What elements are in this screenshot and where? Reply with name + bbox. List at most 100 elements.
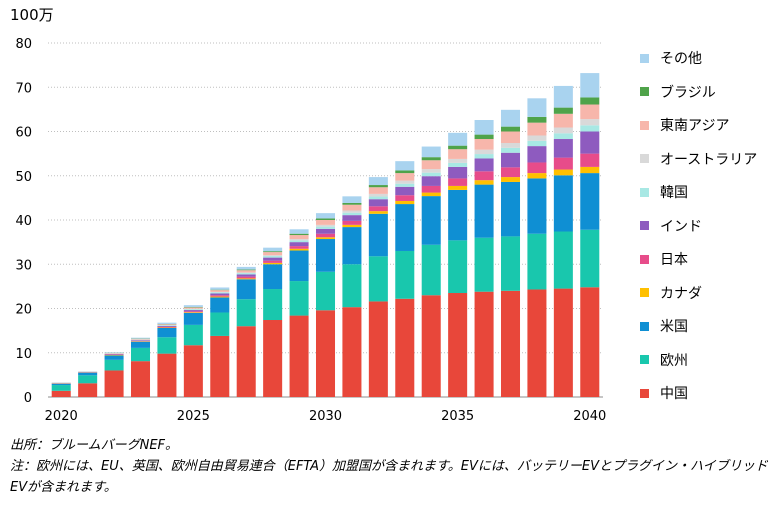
- bar-segment-6: [289, 242, 309, 247]
- bar-segment-6: [448, 166, 468, 179]
- bar-segment-5: [210, 295, 230, 297]
- bar-segment-4: [289, 248, 309, 251]
- bar-segment-9: [580, 104, 600, 120]
- bar-segment-1: [130, 361, 151, 397]
- bar-segment-7: [210, 292, 230, 294]
- legend-swatch: [640, 388, 649, 398]
- bar-segment-10: [315, 218, 336, 220]
- bar-segment-7: [289, 240, 309, 243]
- legend-swatch: [640, 120, 649, 130]
- bar-segment-8: [315, 224, 336, 227]
- bar-segment-6: [183, 310, 203, 312]
- bar-segment-11: [157, 322, 177, 324]
- y-tick-label: 10: [15, 347, 32, 362]
- bar-segment-9: [157, 324, 177, 326]
- bar-segment-2: [368, 256, 388, 302]
- bar-segment-10: [580, 97, 600, 105]
- legend-swatch: [640, 187, 649, 197]
- bar-segment-10: [236, 269, 256, 271]
- bar-segment-8: [395, 180, 415, 184]
- bar-segment-8: [342, 210, 362, 213]
- y-tick-label: 70: [15, 81, 32, 96]
- bar-segment-2: [78, 375, 98, 384]
- legend-label: 中国: [660, 386, 688, 402]
- bar-segment-8: [421, 169, 441, 173]
- bar-segment-9: [289, 235, 309, 240]
- bar-segment-9: [130, 338, 151, 340]
- bar-segment-4: [474, 180, 494, 185]
- bar-segment-5: [580, 153, 600, 167]
- bar-segment-11: [236, 266, 256, 270]
- bar-segment-8: [527, 135, 547, 141]
- bar-segment-10: [500, 126, 521, 132]
- bar-segment-10: [421, 157, 441, 161]
- bar-segment-5: [315, 233, 336, 238]
- x-tick-label: 2020: [45, 409, 78, 424]
- bar-segment-6: [553, 139, 573, 158]
- legend-label: 米国: [660, 319, 688, 335]
- y-tick-label: 40: [15, 214, 32, 229]
- bar-segment-5: [500, 167, 521, 178]
- bar-segment-7: [500, 147, 521, 153]
- legend-label: 日本: [660, 252, 688, 268]
- bar-segment-11: [500, 109, 521, 127]
- bar-segment-6: [395, 186, 415, 196]
- bar-segment-7: [580, 125, 600, 132]
- legend-swatch: [640, 288, 649, 297]
- bar-segment-2: [263, 289, 283, 321]
- legend-swatch: [640, 254, 649, 264]
- bar-segment-3: [580, 173, 600, 230]
- y-axis: 0 10 20 30 40 50 60 70 80: [15, 37, 32, 406]
- bar-segment-8: [368, 193, 388, 197]
- legend-label: 韓国: [660, 185, 688, 201]
- legend-label: 東南アジア: [660, 118, 730, 134]
- legend-label: ブラジル: [660, 84, 716, 101]
- bar-segment-6: [368, 199, 388, 207]
- bar-segment-8: [580, 119, 600, 126]
- legend-item: ブラジル: [640, 82, 716, 102]
- bar-segment-7: [421, 172, 441, 177]
- bar-segment-1: [421, 295, 441, 397]
- bar-segment-11: [580, 73, 600, 98]
- y-tick-label: 50: [15, 170, 32, 185]
- bar-segment-5: [157, 326, 177, 328]
- bar-segment-6: [236, 274, 256, 277]
- x-tick-label: 2025: [177, 409, 210, 424]
- bar-segment-7: [183, 309, 203, 311]
- x-tick-label: 2040: [573, 409, 606, 424]
- bar-segment-9: [395, 173, 415, 181]
- bar-segment-10: [448, 145, 468, 150]
- bar-segment-9: [315, 220, 336, 225]
- x-tick-label: 2030: [309, 409, 342, 424]
- bar-segment-4: [236, 278, 256, 280]
- legend-label: オーストラリア: [660, 151, 758, 168]
- bar-segment-6: [421, 176, 441, 186]
- bar-segment-2: [527, 233, 547, 290]
- bar-segment-7: [157, 325, 177, 326]
- bar-segment-1: [104, 370, 124, 397]
- bar-segment-7: [527, 140, 547, 147]
- bar-segment-3: [183, 312, 203, 325]
- bar-segment-5: [448, 178, 468, 186]
- bar-segment-11: [342, 196, 362, 203]
- y-tick-label: 0: [24, 391, 32, 406]
- legend-item: 欧州: [640, 350, 688, 370]
- bar-segment-10: [289, 233, 309, 236]
- bar-segment-3: [315, 239, 336, 272]
- bar-segment-9: [421, 160, 441, 170]
- bar-segment-10: [368, 185, 388, 188]
- bar-segment-9: [474, 139, 494, 150]
- legend-item: オーストラリア: [640, 149, 757, 169]
- bar-segment-11: [315, 213, 336, 219]
- legend-item: 韓国: [640, 182, 688, 202]
- bar-segment-4: [553, 169, 573, 176]
- bar-segment-10: [342, 202, 362, 205]
- bar-segment-9: [236, 270, 256, 273]
- bar-segment-2: [289, 281, 309, 316]
- bar-segment-11: [130, 337, 151, 339]
- bar-segment-3: [104, 355, 124, 360]
- bar-segment-4: [421, 192, 441, 197]
- bar-segment-3: [342, 227, 362, 265]
- legend-item: カナダ: [640, 283, 702, 303]
